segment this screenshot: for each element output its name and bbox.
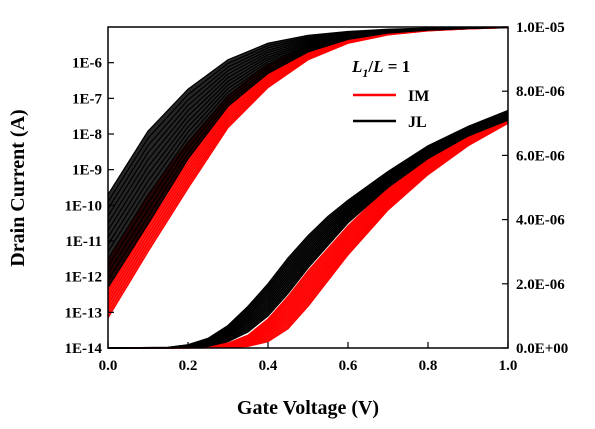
left-tick-label: 1E-9 [72, 163, 102, 179]
legend: L1/L = 1 IM JL [351, 57, 429, 131]
left-tick-label: 1E-6 [72, 56, 103, 72]
right-tick-label: 2.0E-06 [516, 277, 565, 293]
left-tick-label: 1E-8 [72, 127, 102, 143]
x-tick-label: 1.0 [499, 358, 518, 374]
y-axis-title: Drain Current (A) [7, 109, 29, 266]
axis-ticks: 0.0 0.2 0.4 0.6 0.8 1.0 1E-14 1E-13 1E-12 1E-11 1E… [65, 20, 569, 374]
right-tick-label: 4.0E-06 [516, 213, 565, 229]
x-tick-label: 0.6 [339, 358, 358, 374]
series-jl-right-linear [107, 109, 509, 349]
series-jl-left-log [107, 26, 509, 288]
plot-frame [107, 26, 509, 349]
left-tick-label: 1E-12 [65, 270, 103, 286]
left-tick-label: 1E-10 [65, 198, 103, 214]
x-tick-label: 0.8 [419, 358, 438, 374]
legend-label-jl: JL [408, 114, 427, 131]
right-tick-label: 6.0E-06 [516, 148, 565, 164]
left-tick-label: 1E-14 [65, 341, 103, 357]
series-envelope [108, 110, 508, 348]
series-envelope [108, 27, 508, 318]
legend-label-im: IM [408, 88, 429, 105]
right-tick-label: 0.0E+00 [516, 341, 568, 357]
series-envelope [108, 116, 508, 349]
x-tick-label: 0.0 [99, 358, 118, 374]
x-tick-label: 0.2 [179, 358, 198, 374]
left-tick-label: 1E-7 [72, 91, 103, 107]
right-tick-label: 8.0E-06 [516, 84, 565, 100]
data-bands [107, 26, 509, 349]
right-tick-label: 1.0E-05 [516, 20, 565, 36]
x-axis-title: Gate Voltage (V) [237, 397, 379, 419]
x-tick-label: 0.4 [259, 358, 278, 374]
left-tick-label: 1E-11 [65, 234, 102, 250]
left-tick-label: 1E-13 [65, 305, 103, 321]
series-envelope [108, 27, 508, 288]
legend-title: L1/L = 1 [351, 57, 410, 80]
